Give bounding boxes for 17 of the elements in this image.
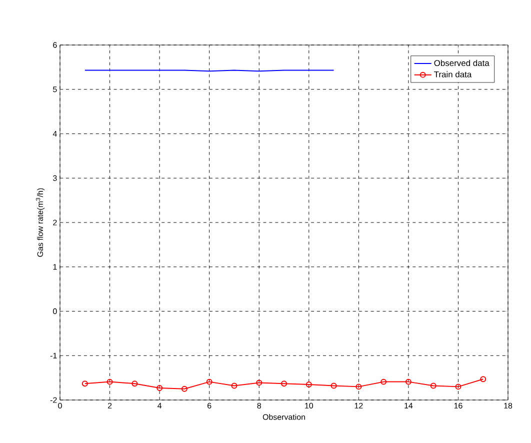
point (256, 380, 262, 386)
point (231, 382, 238, 389)
point (281, 380, 287, 387)
point (156, 385, 163, 392)
point (106, 378, 113, 385)
point (306, 381, 312, 388)
point (455, 384, 462, 390)
legend-label: Train data (434, 71, 472, 78)
point (206, 378, 212, 385)
legend-label: Observed data (434, 60, 490, 66)
point (405, 378, 412, 385)
point (330, 382, 337, 389)
point (132, 380, 138, 387)
point (181, 386, 188, 392)
point (430, 382, 436, 389)
point (380, 378, 387, 385)
point (356, 384, 362, 390)
